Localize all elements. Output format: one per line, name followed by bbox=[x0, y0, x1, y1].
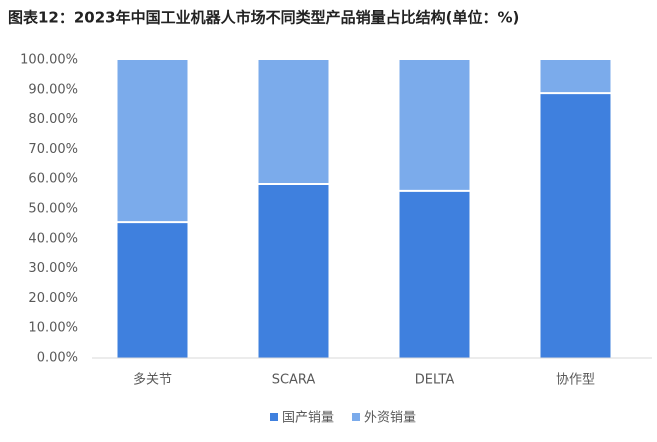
bar-segment bbox=[540, 93, 611, 358]
legend-label: 国产销量 bbox=[282, 411, 334, 426]
y-tick-label: 60.00% bbox=[28, 172, 78, 187]
bar-segment bbox=[117, 222, 188, 358]
bar-segment bbox=[117, 60, 188, 223]
x-tick-label: 多关节 bbox=[133, 372, 172, 388]
y-tick-label: 70.00% bbox=[28, 142, 78, 157]
bar-segment bbox=[540, 60, 611, 94]
legend-label: 外资销量 bbox=[364, 411, 416, 426]
bar-segment bbox=[399, 190, 470, 358]
bar-segment bbox=[258, 183, 329, 358]
legend-swatch bbox=[352, 413, 360, 421]
bar-segment bbox=[258, 60, 329, 184]
y-tick-label: 80.00% bbox=[28, 112, 78, 127]
y-tick-label: 20.00% bbox=[28, 291, 78, 306]
x-tick-label: 协作型 bbox=[556, 373, 595, 388]
y-tick-label: 40.00% bbox=[28, 231, 78, 246]
x-tick-label: DELTA bbox=[415, 373, 455, 388]
y-tick-label: 100.00% bbox=[20, 53, 78, 68]
legend-swatch bbox=[270, 413, 278, 421]
y-tick-label: 30.00% bbox=[28, 261, 78, 276]
y-tick-label: 10.00% bbox=[28, 321, 78, 336]
y-tick-label: 90.00% bbox=[28, 82, 78, 97]
y-tick-label: 0.00% bbox=[37, 351, 78, 366]
bar-segment bbox=[399, 60, 470, 191]
y-tick-label: 50.00% bbox=[28, 202, 78, 217]
x-tick-label: SCARA bbox=[272, 373, 316, 388]
chart-title: 图表12：2023年中国工业机器人市场不同类型产品销量占比结构(单位：%) bbox=[8, 9, 519, 27]
